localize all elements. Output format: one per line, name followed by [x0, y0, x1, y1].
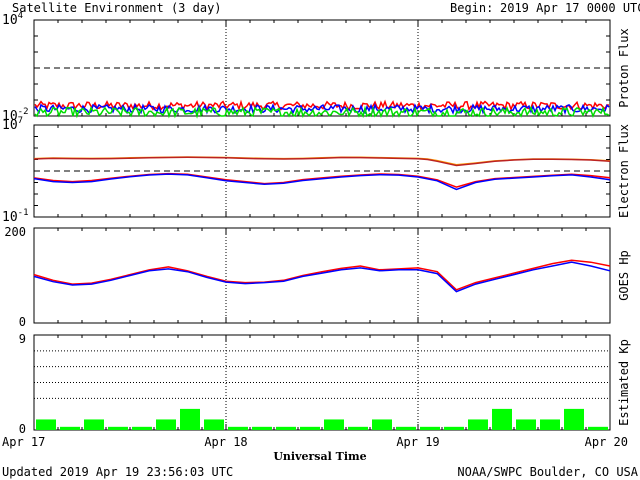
- y-tick-label: 0: [19, 422, 26, 436]
- series-line-2: [34, 102, 610, 116]
- kp-bar: [108, 426, 128, 430]
- kp-bar: [204, 419, 224, 430]
- y-tick-label: 200: [4, 225, 26, 239]
- kp-bar: [540, 419, 560, 430]
- x-tick-label: Apr 17: [2, 435, 45, 449]
- kp-bar: [60, 426, 80, 430]
- panel-3: 0 200 GOES Hp: [4, 225, 631, 329]
- kp-bar: [492, 408, 512, 430]
- y-tick-label: 0: [19, 315, 26, 329]
- kp-bar: [84, 419, 104, 430]
- series-line-3: [33, 172, 611, 188]
- x-axis-label: Universal Time: [273, 450, 366, 463]
- panel-4: 0 9 Estimated Kp: [19, 332, 631, 436]
- x-tick-label: Apr 20: [585, 435, 628, 449]
- y-tick-label: 10-1: [2, 208, 29, 225]
- kp-bar: [252, 426, 272, 430]
- x-tick-label: Apr 18: [204, 435, 247, 449]
- panel-frame: [33, 19, 611, 117]
- panel-frame: [33, 227, 611, 324]
- kp-bar: [516, 419, 536, 430]
- y-tick-label: 104: [2, 11, 23, 28]
- kp-bar: [468, 419, 488, 430]
- kp-bar: [420, 426, 440, 430]
- y-tick-label: 9: [19, 332, 26, 346]
- credit-text: NOAA/SWPC Boulder, CO USA: [457, 465, 638, 479]
- panel-frame: [33, 124, 611, 218]
- kp-bar: [180, 408, 200, 430]
- begin-value: 2019 Apr 17 0000 UTC: [500, 1, 640, 15]
- panel-ylabel: Proton Flux: [617, 28, 631, 107]
- kp-bar: [396, 426, 416, 430]
- panels-group: 10-2 104 Proton Flux 10-1 107 Electron Flux 0 2…: [2, 11, 631, 449]
- kp-bar: [564, 408, 584, 430]
- panel-ylabel: GOES Hp: [617, 250, 631, 301]
- series-line-2: [33, 156, 611, 167]
- begin-label: Begin:: [450, 1, 493, 15]
- kp-bar: [156, 419, 176, 430]
- panel-1: 10-2 104 Proton Flux: [2, 11, 631, 124]
- updated-text: Updated 2019 Apr 19 23:56:03 UTC: [2, 465, 233, 479]
- chart-title: Satellite Environment (3 day): [12, 1, 222, 15]
- series-line-3: [34, 105, 610, 119]
- kp-bar: [324, 419, 344, 430]
- kp-bar: [588, 426, 608, 430]
- y-tick-label: 10-2: [2, 107, 29, 124]
- kp-bar: [228, 426, 248, 430]
- kp-bar: [444, 426, 464, 430]
- y-tick-label: 107: [2, 116, 23, 133]
- kp-bar: [36, 419, 56, 430]
- series-line-1: [34, 99, 610, 112]
- kp-bar: [276, 426, 296, 430]
- kp-bar: [372, 419, 392, 430]
- panel-ylabel: Estimated Kp: [617, 339, 631, 426]
- series-line-1: [33, 259, 611, 291]
- x-tick-label: Apr 19: [396, 435, 439, 449]
- series-line-2: [33, 261, 611, 293]
- kp-bar: [132, 426, 152, 430]
- kp-bar: [300, 426, 320, 430]
- panel-ylabel: Electron Flux: [617, 124, 631, 218]
- panel-2: 10-1 107 Electron Flux: [2, 116, 631, 225]
- series-line-4: [33, 173, 611, 191]
- kp-bar: [348, 426, 368, 430]
